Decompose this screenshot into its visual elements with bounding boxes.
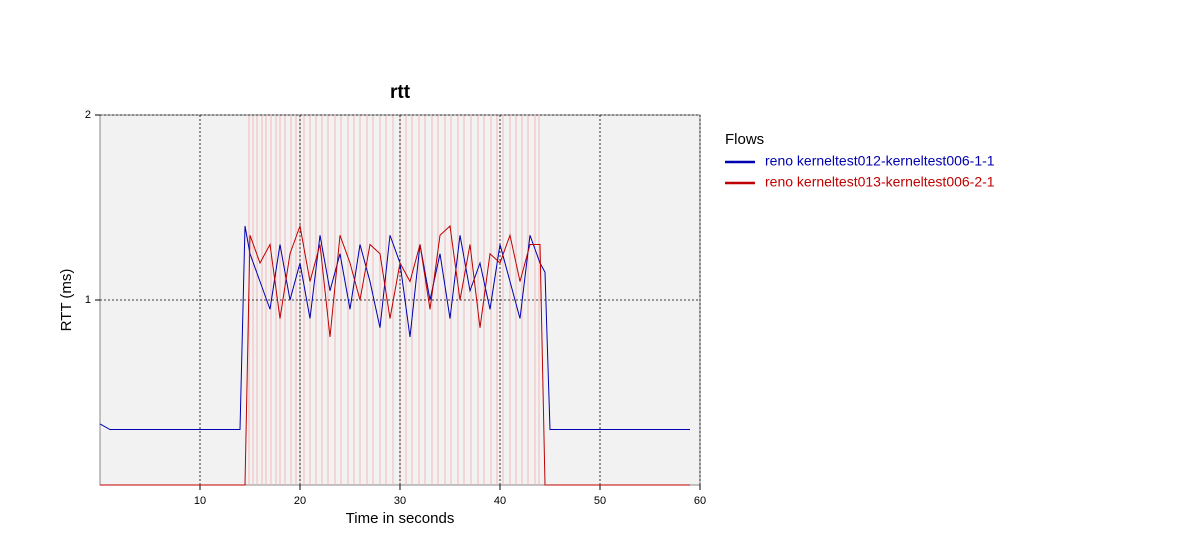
legend-label: reno kerneltest012-kerneltest006-1-1	[765, 153, 995, 169]
series-line	[99, 225, 690, 430]
y-tick-label: 1	[85, 294, 91, 306]
legend-label: reno kerneltest013-kerneltest006-2-1	[765, 174, 995, 190]
y-axis-label: RTT (ms)	[58, 269, 75, 332]
x-tick-label: 50	[594, 495, 606, 507]
x-tick-label: 60	[694, 495, 706, 507]
y-tick-label: 2	[85, 109, 91, 121]
x-tick-label: 20	[294, 495, 306, 507]
x-axis-label: Time in seconds	[346, 510, 455, 527]
x-tick-label: 10	[194, 495, 206, 507]
x-tick-label: 30	[394, 495, 406, 507]
legend-title: Flows	[725, 131, 764, 148]
x-tick-label: 40	[494, 495, 506, 507]
series-line	[100, 224, 690, 486]
chart-title: rtt	[390, 82, 411, 103]
